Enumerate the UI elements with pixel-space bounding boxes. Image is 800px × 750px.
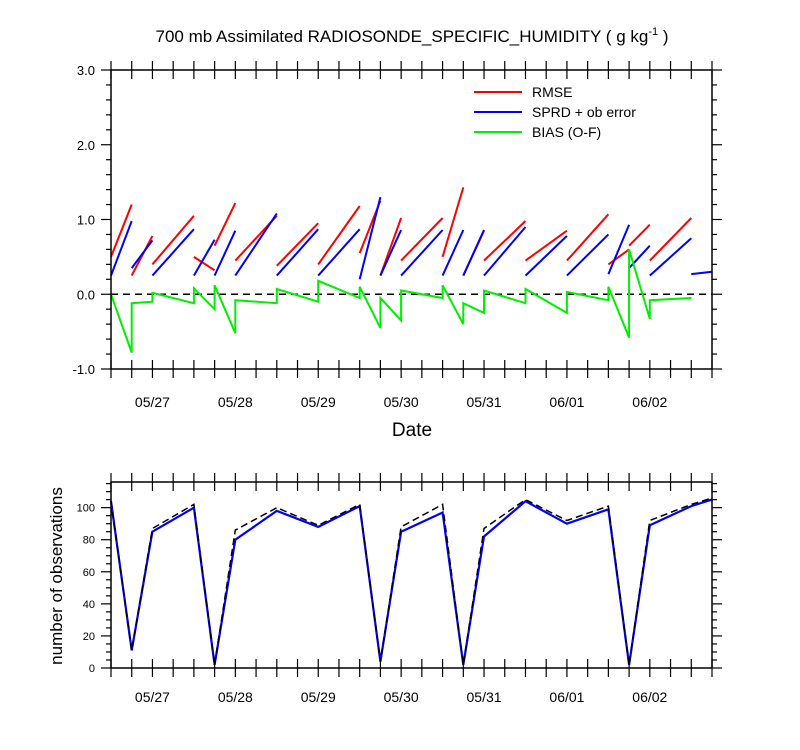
bottom-plot-frame: [110, 481, 713, 669]
series-assimilated-line: [109, 498, 713, 665]
y-tick-label: 1.0: [77, 213, 95, 228]
x-tick-label: 06/02: [632, 394, 667, 410]
x-tick-label: 05/29: [301, 689, 336, 705]
series-sprd-ob-error-segment: [524, 235, 568, 277]
legend-label: BIAS (O-F): [532, 124, 601, 140]
y-tick-label: 2.0: [77, 138, 95, 153]
x-tick-label: 06/01: [549, 689, 584, 705]
series-sprd-ob-error-segment: [649, 237, 692, 277]
y-tick-label: 40: [83, 599, 95, 611]
series-sprd-ob-error-segment: [213, 230, 237, 277]
series-sprd-ob-error-segment: [400, 229, 444, 277]
x-tick-label: 05/28: [218, 689, 253, 705]
series-sprd-ob-error-segment: [379, 229, 403, 277]
x-tick-label: 05/29: [301, 394, 336, 410]
x-tick-label: 05/27: [135, 394, 170, 410]
series-rmse-segment: [607, 248, 630, 266]
series-sprd-ob-error-segment: [110, 220, 133, 276]
title-close: ): [658, 27, 668, 46]
series-rmse-segment: [566, 213, 610, 262]
series-rmse-segment: [276, 222, 319, 267]
x-tick-label: 05/30: [384, 689, 419, 705]
legend-label: SPRD + ob error: [532, 104, 636, 120]
series-sprd-ob-error-segment: [317, 228, 361, 277]
y-tick-label: 80: [83, 535, 95, 547]
series-sprd-ob-error-segment: [566, 233, 610, 277]
series-sprd-ob-error-segment: [441, 229, 465, 277]
series-rmse-segment: [213, 202, 237, 247]
series-sprd-ob-error-segment: [462, 229, 485, 277]
legend-label: RMSE: [532, 84, 572, 100]
observation-count-chart: 0 20 40 60 80 100 05/27 05/28 05/29 05/30 05/31 06/…: [47, 473, 722, 705]
series-rmse-segment: [151, 215, 195, 266]
x-tick-label: 05/30: [384, 394, 419, 410]
series-sprd-ob-error-segment: [234, 212, 278, 277]
y-axis-label: number of observations: [47, 487, 66, 665]
x-tick-label: 06/02: [632, 689, 667, 705]
series-rmse-segment: [649, 217, 693, 262]
series-sprd-ob-error-segment: [151, 228, 195, 277]
series-possible-line: [110, 497, 713, 665]
y-tick-label: -1.0: [73, 362, 95, 377]
y-tick-label: 0.0: [77, 287, 95, 302]
y-tick-label: 3.0: [77, 63, 95, 78]
series-rmse-segment: [317, 205, 361, 265]
series-sprd-ob-error-segment: [483, 226, 527, 277]
x-axis-label: Date: [392, 420, 432, 441]
series-sprd-ob-error-segment: [607, 224, 631, 275]
legend: RMSE SPRD + ob error BIAS (O-F): [474, 84, 636, 140]
series-rmse-segment: [483, 220, 527, 262]
y-tick-label: 0: [89, 663, 95, 675]
series-rmse-segment: [524, 229, 568, 262]
series-rmse-segment: [628, 223, 651, 247]
x-tick-label: 05/31: [467, 689, 502, 705]
y-tick-label: 20: [83, 631, 95, 643]
series-sprd-ob-error-segment: [691, 270, 713, 276]
series-rmse-segment: [193, 256, 216, 272]
series-sprd-ob-error-segment: [276, 228, 319, 277]
x-tick-label: 05/31: [467, 394, 502, 410]
series-sprd-ob-error-segment: [358, 196, 382, 280]
series-rmse-segment: [400, 217, 444, 262]
title-superscript: -1: [648, 26, 658, 38]
x-tick-label: 05/28: [218, 394, 253, 410]
x-tick-label: 05/27: [135, 689, 170, 705]
x-tick-label: 06/01: [549, 394, 584, 410]
series-rmse-segment: [110, 204, 133, 258]
chart-title: 700 mb Assimilated RADIOSONDE_SPECIFIC_H…: [156, 26, 669, 46]
series-sprd-ob-error-segment: [193, 239, 216, 277]
humidity-statistics-chart: 700 mb Assimilated RADIOSONDE_SPECIFIC_H…: [73, 26, 722, 441]
y-tick-label: 100: [77, 503, 95, 515]
series-rmse-segment: [441, 187, 465, 258]
y-tick-label: 60: [83, 567, 95, 579]
series-bias-o-f-line: [110, 249, 692, 353]
series-sprd-ob-error-segment: [130, 239, 154, 269]
